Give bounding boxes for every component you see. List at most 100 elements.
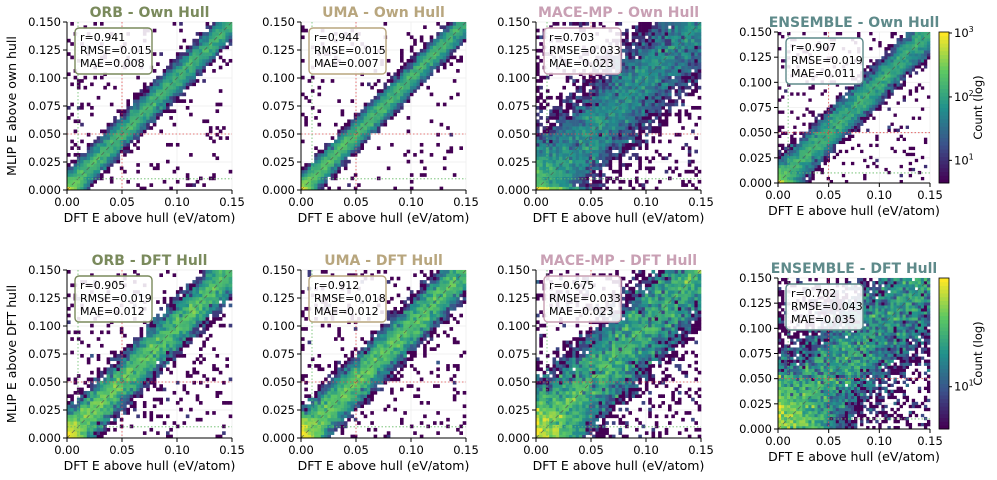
heatmap-cell: [878, 86, 882, 90]
heatmap-cell: [307, 166, 312, 171]
heatmap-cell: [661, 106, 665, 110]
heatmap-cell: [572, 149, 576, 154]
heatmap-cell: [598, 146, 603, 150]
heatmap-cell: [139, 354, 144, 358]
heatmap-cell: [225, 136, 229, 140]
heatmap-cell: [549, 166, 553, 171]
heatmap-cell: [76, 411, 81, 415]
heatmap-cell: [559, 139, 563, 144]
heatmap-cell: [175, 69, 180, 73]
heatmap-cell: [668, 153, 672, 157]
heatmap-cell: [228, 169, 233, 174]
heatmap-cell: [588, 159, 593, 164]
heatmap-cell: [575, 106, 580, 110]
heatmap-cell: [565, 102, 570, 107]
heatmap-cell: [413, 58, 417, 63]
heatmap-cell: [805, 164, 809, 169]
heatmap-cell: [228, 42, 233, 46]
heatmap-cell: [172, 169, 177, 174]
heatmap-cell: [817, 146, 821, 151]
heatmap-cell: [317, 153, 322, 157]
heatmap-cell: [790, 164, 794, 169]
heatmap-cell: [185, 45, 190, 50]
heatmap-cell: [360, 122, 364, 127]
heatmap-cell: [90, 273, 94, 278]
heatmap-cell: [202, 183, 206, 187]
heatmap-cell: [905, 38, 910, 42]
heatmap-cell: [383, 99, 388, 103]
heatmap-cell: [694, 35, 698, 40]
heatmap-cell: [829, 131, 834, 135]
heatmap-cell: [793, 167, 797, 172]
heatmap-cell: [905, 125, 910, 129]
heatmap-cell: [820, 155, 824, 160]
heatmap-cell: [116, 139, 121, 144]
heatmap-cell: [588, 109, 593, 114]
heatmap-cell: [595, 79, 599, 83]
heatmap-cell: [641, 82, 646, 87]
heatmap-cell: [409, 85, 414, 90]
heatmap-cell: [569, 75, 573, 80]
heatmap-cell: [179, 99, 183, 103]
heatmap-cell: [802, 161, 806, 166]
x-tick-label: 0.10: [398, 195, 424, 209]
heatmap-cell: [829, 110, 834, 114]
heatmap-cell: [884, 53, 888, 57]
heatmap-cell: [668, 69, 672, 73]
heatmap-cell: [90, 159, 94, 164]
heatmap-cell: [811, 140, 815, 145]
heatmap-cell: [90, 146, 94, 150]
heatmap-cell: [76, 387, 81, 392]
colorbar-segment: [939, 77, 949, 82]
heatmap-cell: [225, 32, 229, 36]
heatmap-cell: [648, 35, 652, 40]
heatmap-cell: [70, 42, 74, 46]
heatmap-cell: [555, 179, 560, 184]
heatmap-cell: [635, 75, 639, 80]
heatmap-cell: [896, 59, 900, 63]
heatmap-cell: [123, 126, 127, 130]
heatmap-cell: [90, 153, 94, 157]
heatmap-cell: [595, 183, 599, 187]
heatmap-cell: [552, 179, 557, 184]
heatmap-cell: [588, 95, 593, 100]
heatmap-cell: [106, 153, 111, 157]
heatmap-cell: [142, 82, 147, 87]
heatmap-cell: [860, 89, 864, 93]
heatmap-cell: [881, 86, 885, 90]
heatmap-cell: [376, 106, 381, 110]
heatmap-cell: [628, 69, 632, 73]
heatmap-cell: [149, 116, 154, 120]
heatmap-cell: [671, 38, 675, 43]
heatmap-cell: [644, 95, 649, 100]
heatmap-cell: [651, 62, 656, 66]
heatmap-cell: [608, 116, 613, 120]
heatmap-cell: [905, 71, 910, 75]
heatmap-cell: [790, 170, 794, 175]
heatmap-cell: [166, 65, 170, 70]
colorbar-segment: [939, 122, 949, 127]
heatmap-cell: [228, 58, 233, 63]
heatmap-cell: [100, 427, 104, 432]
heatmap-cell: [383, 112, 388, 117]
heatmap-cell: [644, 142, 649, 147]
heatmap-cell: [608, 136, 613, 140]
heatmap-cell: [578, 22, 583, 26]
heatmap-cell: [631, 42, 636, 46]
heatmap-cell: [625, 38, 629, 43]
heatmap-cell: [536, 173, 540, 177]
heatmap-cell: [367, 119, 371, 124]
heatmap-cell: [149, 414, 154, 419]
heatmap-cell: [324, 142, 328, 147]
y-tick-label: 0.125: [262, 43, 295, 57]
heatmap-cell: [793, 176, 797, 181]
heatmap-cell: [835, 134, 840, 138]
heatmap-cell: [162, 337, 167, 341]
heatmap-cell: [902, 41, 906, 45]
heatmap-cell: [787, 176, 791, 181]
heatmap-cell: [93, 173, 97, 177]
heatmap-cell: [832, 104, 837, 108]
heatmap-cell: [592, 85, 596, 90]
heatmap-cell: [413, 55, 417, 60]
heatmap-cell: [778, 143, 782, 148]
